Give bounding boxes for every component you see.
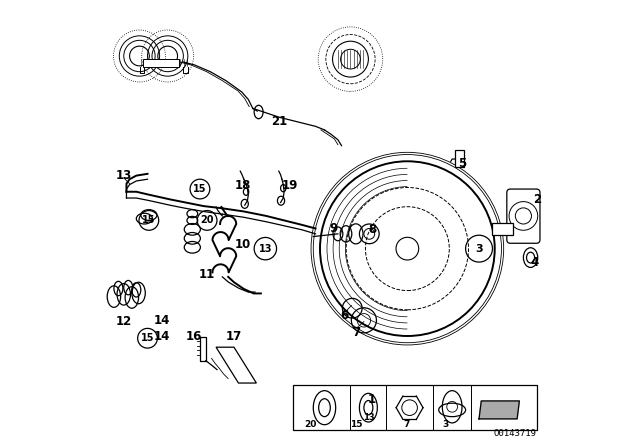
Text: 15: 15 [141,333,154,343]
Text: 5: 5 [458,157,467,170]
Bar [455,150,464,167]
Text: 13: 13 [259,244,272,254]
Text: 15: 15 [193,184,207,194]
Text: 14: 14 [154,330,170,344]
Text: 11: 11 [199,267,215,281]
Text: 20: 20 [200,215,214,225]
Bar [143,59,179,67]
Text: 2: 2 [533,193,541,206]
Text: 7: 7 [353,326,361,339]
Text: 4: 4 [531,255,539,269]
Text: 1: 1 [367,393,376,406]
Text: 21: 21 [271,115,287,129]
Text: 13: 13 [363,413,374,422]
Bar [493,223,513,235]
Polygon shape [479,401,520,419]
Text: 7: 7 [404,420,410,429]
Text: 15: 15 [349,420,362,429]
Bar [293,385,538,430]
Text: 6: 6 [340,309,349,323]
Text: O0143719: O0143719 [493,429,536,438]
Text: 12: 12 [116,315,132,328]
Text: 16: 16 [186,330,202,344]
Text: 10: 10 [235,237,251,251]
Text: 20: 20 [304,420,316,429]
Text: 15: 15 [142,215,156,225]
Text: 19: 19 [282,179,298,193]
Text: 3: 3 [476,244,483,254]
Text: 14: 14 [154,314,170,327]
Text: 9: 9 [330,222,337,235]
Text: 3: 3 [442,420,449,429]
Text: 17: 17 [226,330,242,344]
Text: 8: 8 [369,223,377,236]
Text: 18: 18 [235,179,251,193]
Text: 13: 13 [116,169,132,182]
